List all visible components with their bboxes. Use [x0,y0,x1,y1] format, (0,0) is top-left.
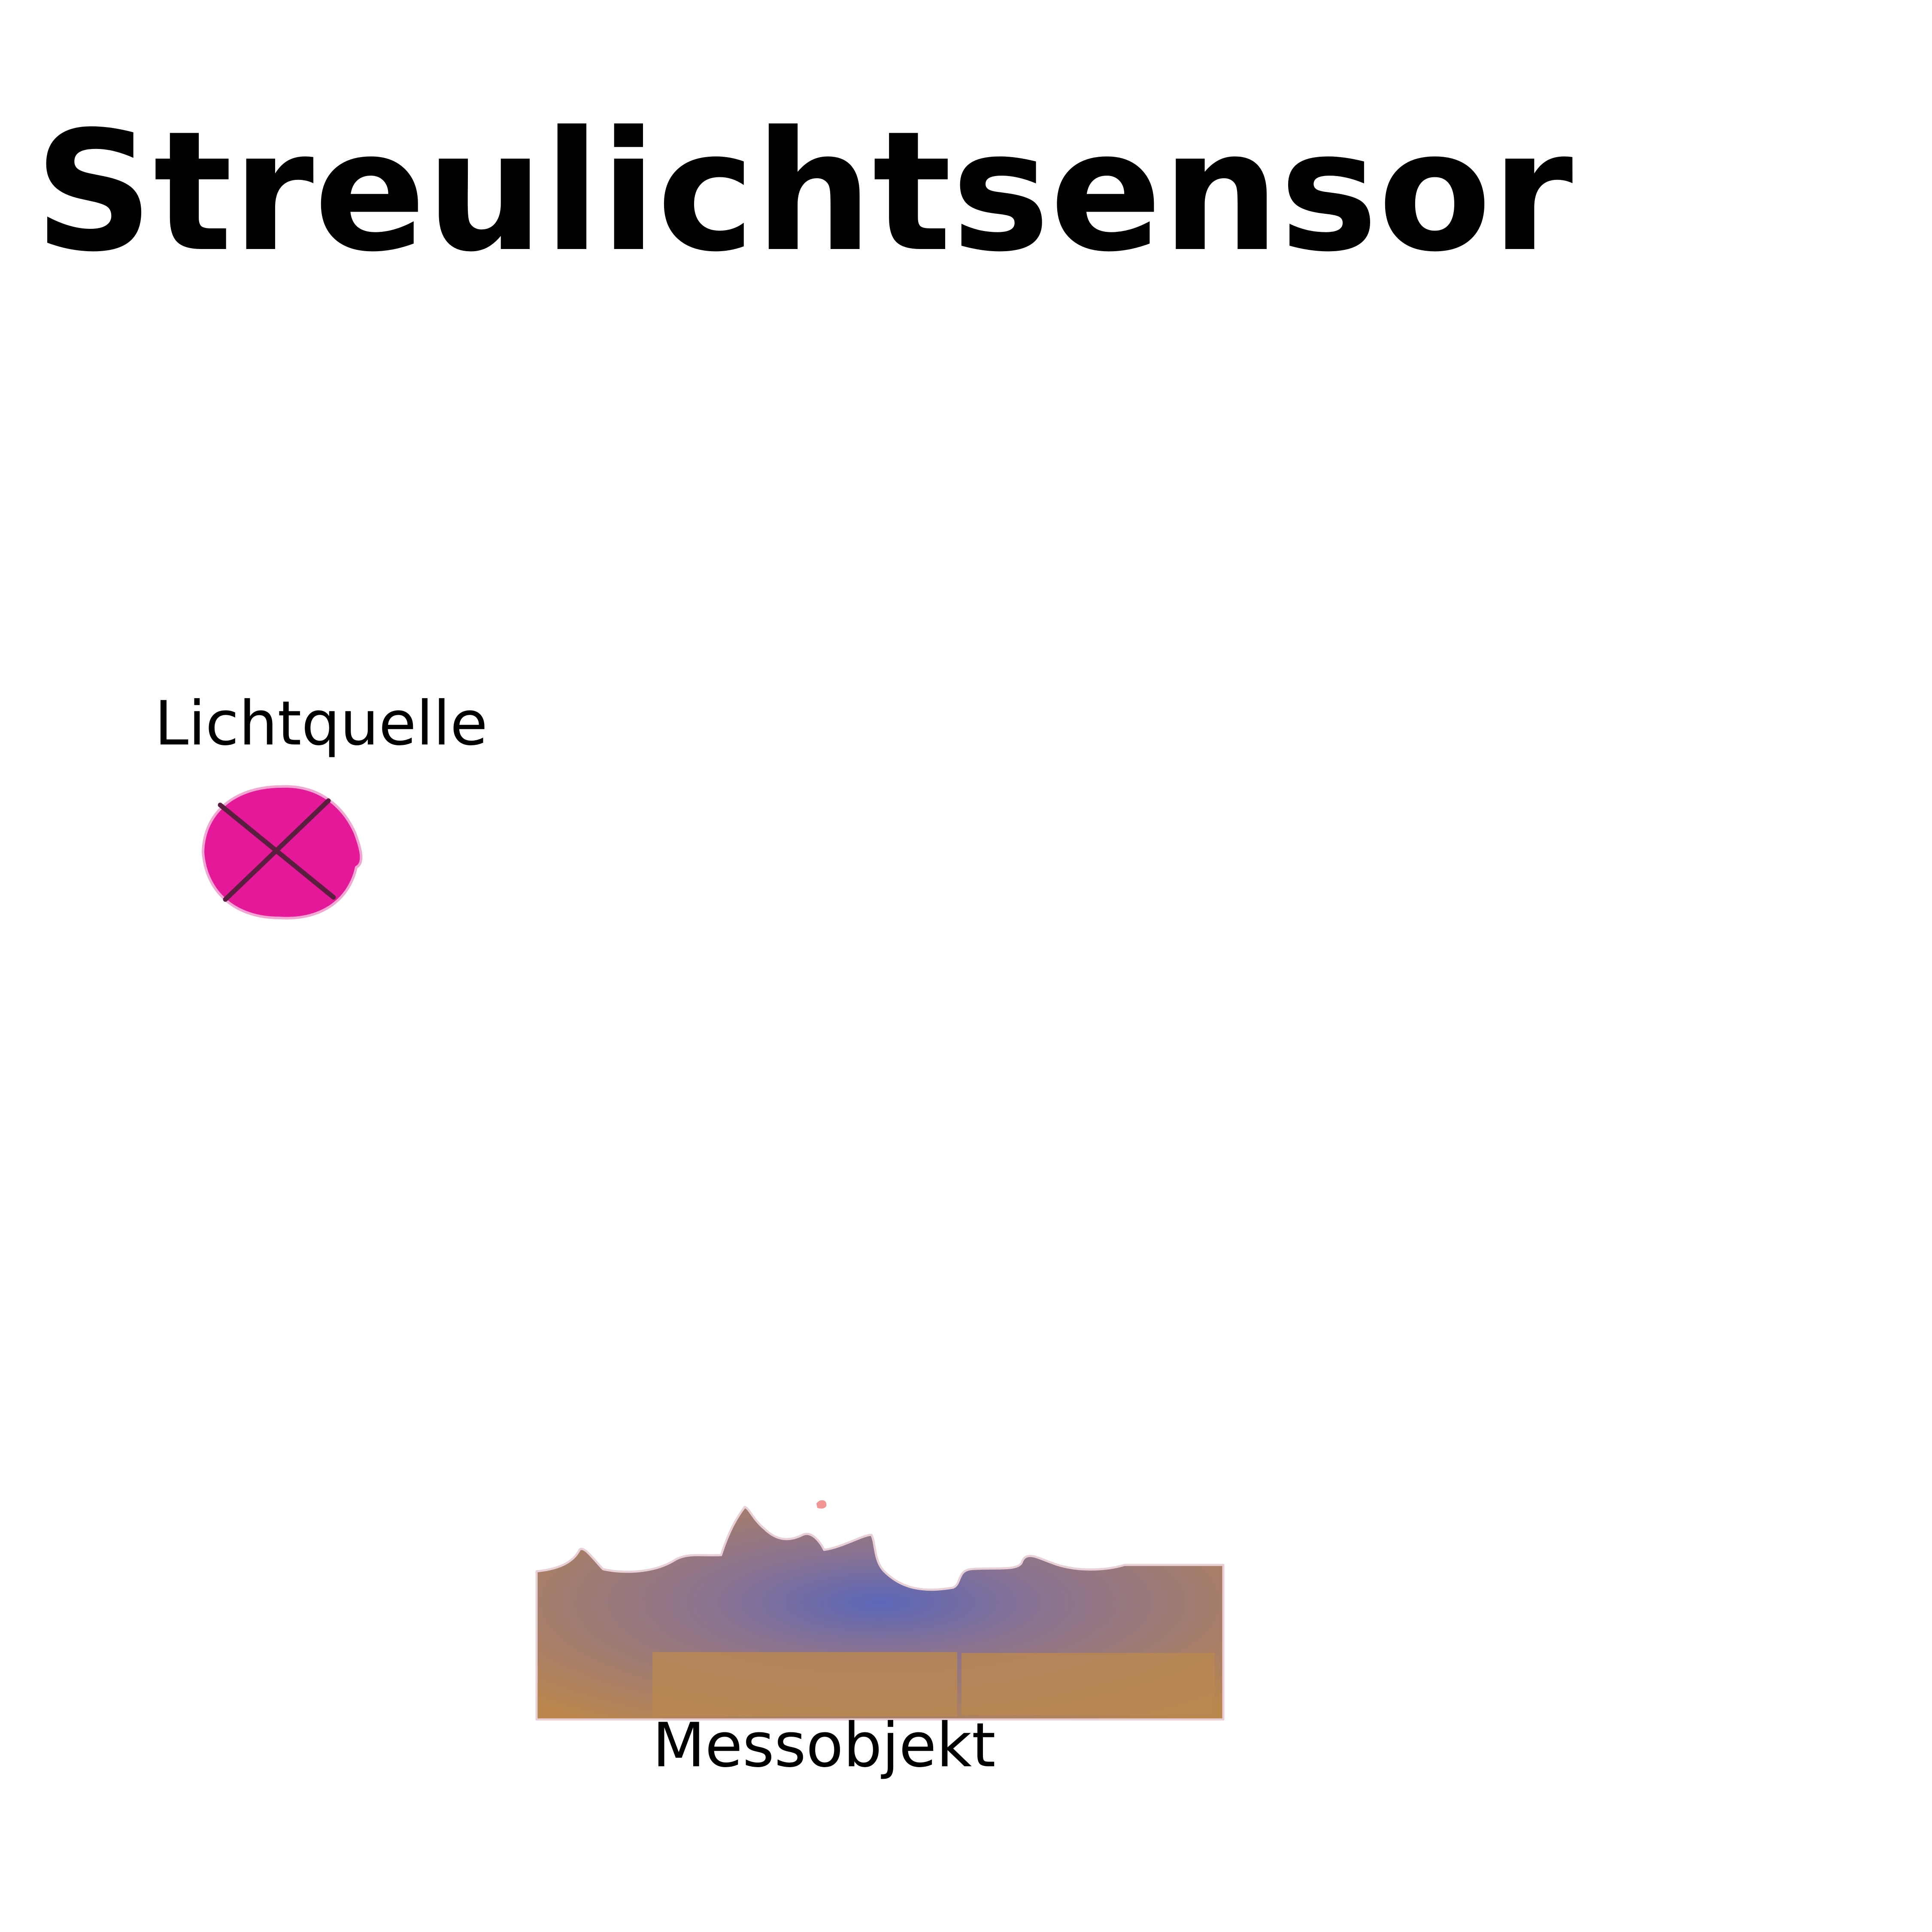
measurement-object-label: Messobjekt [652,1710,996,1781]
diagram-title: Streulichtsensor [34,96,1573,288]
light-source-label: Lichtquelle [155,688,488,759]
measurement-object-highlight [816,1500,827,1509]
measurement-object-shape [535,1500,1225,1721]
measurement-object-base-left [652,1652,957,1716]
light-source-lamp-icon [201,785,363,920]
measurement-object-base-right [961,1653,1215,1715]
light-source-cross-line-2 [223,798,331,902]
